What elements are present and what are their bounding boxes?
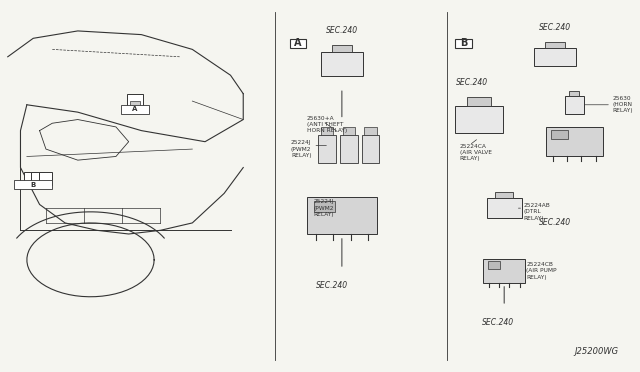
FancyBboxPatch shape	[121, 105, 149, 113]
FancyBboxPatch shape	[31, 172, 44, 185]
FancyBboxPatch shape	[486, 198, 522, 218]
FancyBboxPatch shape	[332, 45, 352, 52]
Text: B: B	[31, 182, 36, 187]
FancyBboxPatch shape	[455, 39, 472, 48]
FancyBboxPatch shape	[290, 39, 307, 48]
Text: SEC.240: SEC.240	[539, 218, 571, 227]
Text: B: B	[460, 38, 467, 48]
FancyBboxPatch shape	[564, 96, 584, 113]
FancyBboxPatch shape	[534, 48, 576, 66]
FancyBboxPatch shape	[39, 172, 52, 185]
Text: SEC.240: SEC.240	[456, 78, 488, 87]
FancyBboxPatch shape	[318, 135, 336, 163]
Text: SEC.240: SEC.240	[316, 281, 348, 290]
FancyBboxPatch shape	[321, 52, 363, 76]
Text: A: A	[132, 106, 138, 112]
Text: SEC.240: SEC.240	[326, 26, 358, 35]
FancyBboxPatch shape	[488, 261, 500, 269]
FancyBboxPatch shape	[362, 135, 380, 163]
FancyBboxPatch shape	[545, 42, 565, 48]
Text: A: A	[294, 38, 301, 48]
Text: 25224J
(PWM2
RELAY): 25224J (PWM2 RELAY)	[313, 199, 334, 217]
FancyBboxPatch shape	[127, 94, 143, 108]
FancyBboxPatch shape	[24, 172, 36, 185]
FancyBboxPatch shape	[570, 91, 579, 96]
FancyBboxPatch shape	[307, 197, 377, 234]
Text: J25200WG: J25200WG	[575, 347, 619, 356]
FancyBboxPatch shape	[342, 127, 355, 135]
Text: 25224CA
(AIR VALVE
RELAY): 25224CA (AIR VALVE RELAY)	[460, 144, 492, 161]
Text: 25630+A
(ANTI THEFT
HORN RELAY): 25630+A (ANTI THEFT HORN RELAY)	[307, 116, 347, 133]
FancyBboxPatch shape	[340, 135, 358, 163]
FancyBboxPatch shape	[495, 192, 513, 198]
FancyBboxPatch shape	[314, 201, 335, 212]
FancyBboxPatch shape	[551, 130, 568, 139]
Text: 25224AB
(DTRL
RELAY): 25224AB (DTRL RELAY)	[524, 203, 550, 221]
FancyBboxPatch shape	[321, 127, 333, 135]
FancyBboxPatch shape	[483, 259, 525, 283]
Text: 25630
(HORN
RELAY): 25630 (HORN RELAY)	[612, 96, 633, 113]
Text: SEC.240: SEC.240	[539, 23, 571, 32]
Text: 25224CB
(AIR PUMP
RELAY): 25224CB (AIR PUMP RELAY)	[527, 262, 557, 280]
FancyBboxPatch shape	[14, 180, 52, 189]
FancyBboxPatch shape	[455, 106, 502, 134]
FancyBboxPatch shape	[130, 101, 140, 106]
Text: SEC.240: SEC.240	[482, 318, 514, 327]
Text: 25224J
(PWM2
RELAY): 25224J (PWM2 RELAY)	[291, 140, 312, 158]
FancyBboxPatch shape	[545, 127, 603, 157]
FancyBboxPatch shape	[364, 127, 377, 135]
FancyBboxPatch shape	[467, 97, 491, 106]
